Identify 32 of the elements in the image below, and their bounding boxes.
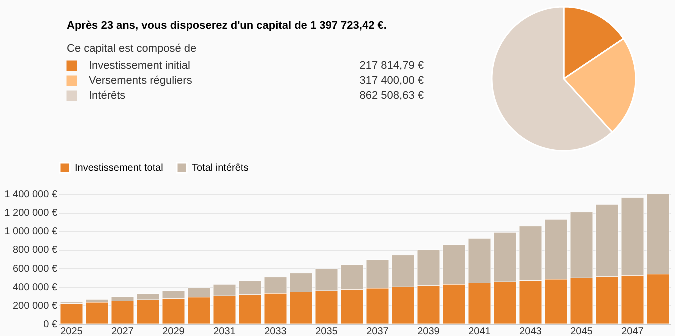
legend-label: Total intérêts <box>192 163 249 174</box>
legend-label: Intérêts <box>89 90 126 102</box>
x-tick-label: 2041 <box>468 326 492 336</box>
x-tick-label: 2033 <box>264 326 288 336</box>
legend-label: Investissement total <box>75 163 164 174</box>
x-tick-label: 2027 <box>112 326 134 336</box>
bar <box>86 302 109 324</box>
data-label: 317 400,00 € <box>360 75 424 87</box>
legend-label: Versements réguliers <box>89 75 193 87</box>
x-tick-label: 2047 <box>622 326 644 336</box>
x-tick-label: 2025 <box>60 326 84 336</box>
data-label: 217 814,79 € <box>360 60 424 72</box>
y-tick-label: 0 € <box>44 320 58 330</box>
y-tick-label: 1 200 000 € <box>4 208 58 220</box>
y-tick-label: 400 000 € <box>13 282 58 294</box>
legend-label: Investissement initial <box>89 60 190 72</box>
x-tick-label: 2039 <box>418 326 440 336</box>
y-tick-label: 1 400 000 € <box>4 190 58 200</box>
x-tick-label: 2043 <box>520 326 542 336</box>
y-tick-label: 200 000 € <box>13 300 58 312</box>
x-tick-label: 2045 <box>570 326 594 336</box>
text: Ce capital est composé de <box>67 43 197 55</box>
y-tick-label: 1 000 000 € <box>4 226 58 238</box>
y-tick-label: 600 000 € <box>13 264 58 275</box>
bar <box>60 304 84 324</box>
data-label: 862 508,63 € <box>360 90 424 102</box>
x-tick-label: 2031 <box>214 326 236 336</box>
x-tick-label: 2037 <box>366 326 390 336</box>
text: Après 23 ans, vous disposerez d'un capital de 1 397 723,42 €. <box>67 20 387 32</box>
y-tick-label: 800 000 € <box>13 245 58 256</box>
x-tick-label: 2035 <box>316 326 338 336</box>
x-tick-label: 2029 <box>162 326 186 336</box>
